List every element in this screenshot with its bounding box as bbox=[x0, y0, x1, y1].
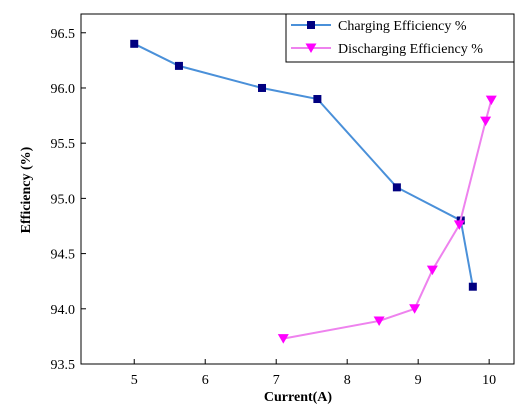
x-axis-title: Current(A) bbox=[264, 390, 333, 405]
y-tick-label: 94.0 bbox=[51, 303, 76, 318]
y-tick-label: 96.0 bbox=[51, 82, 76, 97]
data-point bbox=[373, 316, 385, 326]
y-tick-label: 95.5 bbox=[51, 137, 76, 152]
data-point bbox=[174, 61, 183, 70]
legend-label: Discharging Efficiency % bbox=[338, 42, 483, 57]
data-point bbox=[453, 220, 465, 230]
legend-box bbox=[285, 13, 515, 63]
y-tick-label: 96.5 bbox=[51, 27, 76, 42]
series-line bbox=[133, 42, 474, 287]
legend-marker bbox=[307, 21, 315, 29]
data-point bbox=[468, 282, 477, 291]
data-point bbox=[485, 95, 497, 106]
legend-label: Charging Efficiency % bbox=[338, 19, 467, 34]
plot-frame bbox=[80, 13, 515, 365]
legend-marker bbox=[305, 43, 317, 53]
x-tick-label: 9 bbox=[415, 373, 422, 388]
x-tick-label: 6 bbox=[202, 373, 209, 388]
data-point bbox=[392, 183, 401, 192]
series-line bbox=[283, 99, 493, 340]
plot-axes: 5 6 7 8 9 10 93.5 94.0 94.5 95.0 95.5 96.0 96.5 bbox=[51, 13, 515, 388]
y-tick-label: 94.5 bbox=[51, 248, 76, 263]
data-point bbox=[480, 116, 492, 127]
x-tick-label: 5 bbox=[131, 373, 138, 388]
data-point bbox=[409, 304, 421, 314]
y-tick-label: 95.0 bbox=[51, 192, 76, 207]
series-discharging bbox=[277, 95, 497, 344]
data-point bbox=[130, 39, 139, 48]
y-tick-label: 93.5 bbox=[51, 358, 76, 373]
data-point bbox=[426, 265, 438, 276]
x-tick-label: 7 bbox=[273, 373, 280, 388]
data-point bbox=[258, 83, 267, 92]
legend: Charging Efficiency % Discharging Efficie… bbox=[285, 13, 515, 63]
x-tick-label: 10 bbox=[482, 373, 496, 388]
series-charging bbox=[130, 39, 477, 291]
data-point bbox=[313, 95, 322, 104]
y-axis-title: Efficiency (%) bbox=[19, 146, 34, 233]
series-layer bbox=[130, 39, 497, 344]
x-tick-label: 8 bbox=[344, 373, 351, 388]
data-point bbox=[277, 334, 289, 344]
